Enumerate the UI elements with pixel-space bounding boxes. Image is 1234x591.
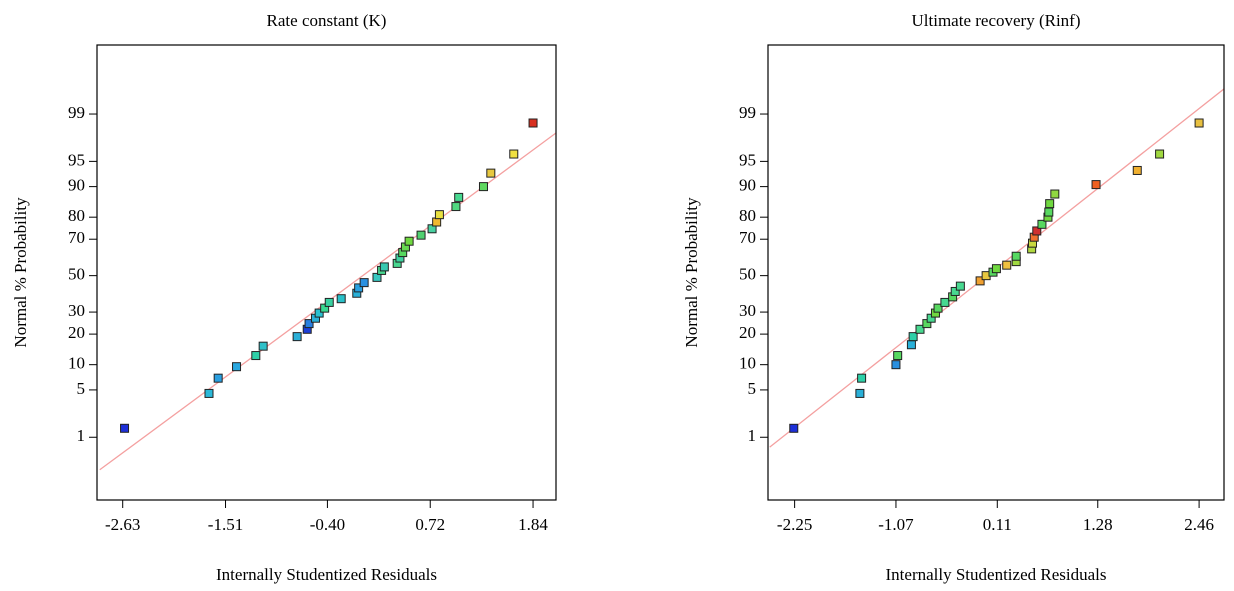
point (975, 276, 985, 286)
y-tick-label: 1 (77, 426, 86, 445)
point (336, 294, 346, 304)
point (893, 351, 903, 361)
point (1132, 165, 1142, 175)
y-tick-label: 1 (748, 426, 757, 445)
y-tick-label: 30 (739, 301, 756, 320)
point (915, 324, 925, 334)
point (1044, 207, 1054, 217)
point (304, 319, 314, 329)
point (379, 262, 389, 272)
y-tick-label: 10 (68, 354, 85, 373)
point (891, 360, 901, 370)
x-axis-label: Internally Studentized Residuals (216, 565, 437, 584)
point (855, 388, 865, 398)
point (789, 423, 799, 433)
y-tick-label: 99 (739, 103, 756, 122)
point (320, 303, 330, 313)
x-tick-label: 1.28 (1083, 515, 1113, 534)
point (857, 373, 867, 383)
point (427, 224, 437, 234)
point (933, 303, 943, 313)
point (372, 272, 382, 282)
y-tick-label: 5 (77, 379, 86, 398)
point (1037, 219, 1047, 229)
y-axis-label: Normal % Probability (11, 197, 30, 348)
y-tick-label: 80 (739, 206, 756, 225)
point (314, 308, 324, 318)
point (292, 332, 302, 342)
point (991, 264, 1001, 274)
chart: Ultimate recovery (Rinf) Internally Stude… (682, 11, 1225, 584)
point (454, 192, 464, 202)
x-tick-label: 0.11 (983, 515, 1012, 534)
plot-frame (96, 44, 557, 501)
point (1050, 189, 1060, 199)
y-tick-label: 80 (68, 206, 85, 225)
point (1002, 260, 1012, 270)
x-tick-label: -1.51 (208, 515, 243, 534)
x-tick-label: -2.63 (105, 515, 140, 534)
point (232, 362, 242, 372)
point (955, 281, 965, 291)
y-tick-label: 90 (68, 176, 85, 195)
point (354, 283, 364, 293)
point (416, 230, 426, 240)
y-tick-label: 5 (748, 379, 757, 398)
point (950, 286, 960, 296)
y-tick-label: 20 (68, 323, 85, 342)
point (404, 236, 414, 246)
point (1091, 180, 1101, 190)
point (324, 297, 334, 307)
plot-frame (767, 44, 1225, 501)
y-tick-label: 20 (739, 323, 756, 342)
point (940, 297, 950, 307)
y-tick-label: 95 (739, 150, 756, 169)
y-tick-label: 90 (739, 176, 756, 195)
y-tick-label: 99 (68, 103, 85, 122)
y-tick-label: 50 (68, 265, 85, 284)
point (258, 341, 268, 351)
point (509, 149, 519, 159)
point (908, 332, 918, 342)
y-tick-label: 50 (739, 265, 756, 284)
point (434, 210, 444, 220)
chart-title: Rate constant (K) (267, 11, 387, 30)
x-axis-label: Internally Studentized Residuals (886, 565, 1107, 584)
point (359, 278, 369, 288)
x-tick-label: 2.46 (1184, 515, 1214, 534)
point (1045, 199, 1055, 209)
point (1032, 226, 1042, 236)
point (1011, 251, 1021, 261)
chart-title: Ultimate recovery (Rinf) (912, 11, 1081, 30)
point (478, 182, 488, 192)
y-tick-label: 70 (739, 228, 756, 247)
point (120, 423, 130, 433)
point (451, 202, 461, 212)
point (251, 351, 261, 361)
x-tick-label: -2.25 (777, 515, 812, 534)
point (906, 340, 916, 350)
y-tick-label: 10 (739, 354, 756, 373)
x-tick-label: 0.72 (415, 515, 445, 534)
x-tick-label: -0.40 (310, 515, 345, 534)
point (528, 118, 538, 128)
x-tick-label: 1.84 (518, 515, 548, 534)
point (432, 217, 442, 227)
point (1194, 118, 1204, 128)
y-tick-label: 70 (68, 228, 85, 247)
point (213, 373, 223, 383)
point (1155, 149, 1165, 159)
y-tick-label: 30 (68, 301, 85, 320)
point (204, 388, 214, 398)
chart: Rate constant (K) Internally Studentized … (11, 11, 557, 584)
y-tick-label: 95 (68, 150, 85, 169)
y-axis-label: Normal % Probability (682, 197, 701, 348)
point (486, 168, 496, 178)
x-tick-label: -1.07 (878, 515, 914, 534)
